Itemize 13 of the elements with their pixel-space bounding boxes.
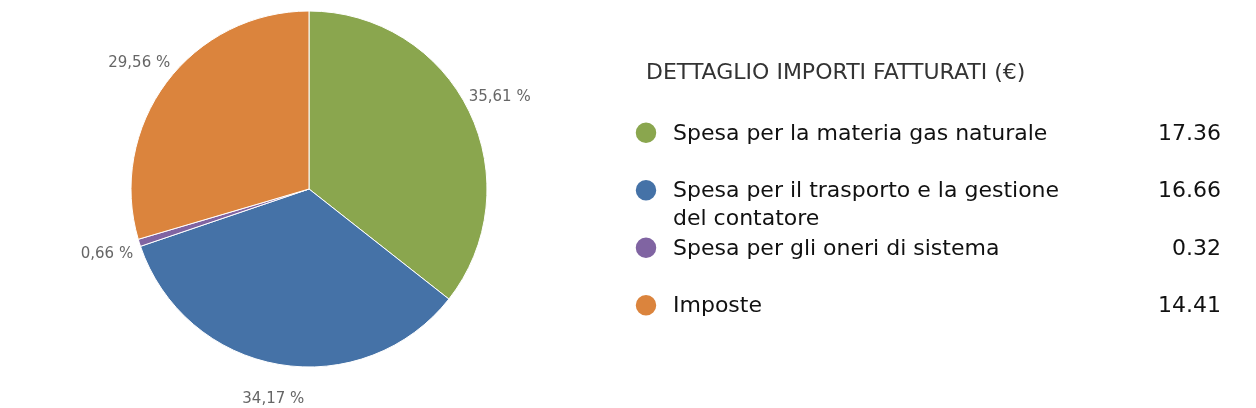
data-label: 34,17 %	[242, 388, 305, 407]
legend-label: Spesa per la materia gas naturale	[673, 119, 1048, 145]
data-label: 35,61 %	[468, 87, 531, 106]
legend-label: Spesa per gli oneri di sistema	[673, 234, 1000, 260]
text: 14.41	[1158, 292, 1221, 318]
text: 17.36	[1158, 119, 1221, 145]
data-label: 29,56 %	[108, 53, 171, 72]
text: 0.32	[1172, 234, 1221, 260]
legend-label: Spesa per il trasporto e la gestione del contatore	[673, 177, 1060, 231]
data-label: 0,66 %	[80, 244, 134, 263]
text: 16.66	[1158, 177, 1221, 203]
legend-title: DETTAGLIO IMPORTI FATTURATI (€)	[646, 59, 1026, 84]
legend-label: Imposte	[673, 292, 762, 318]
